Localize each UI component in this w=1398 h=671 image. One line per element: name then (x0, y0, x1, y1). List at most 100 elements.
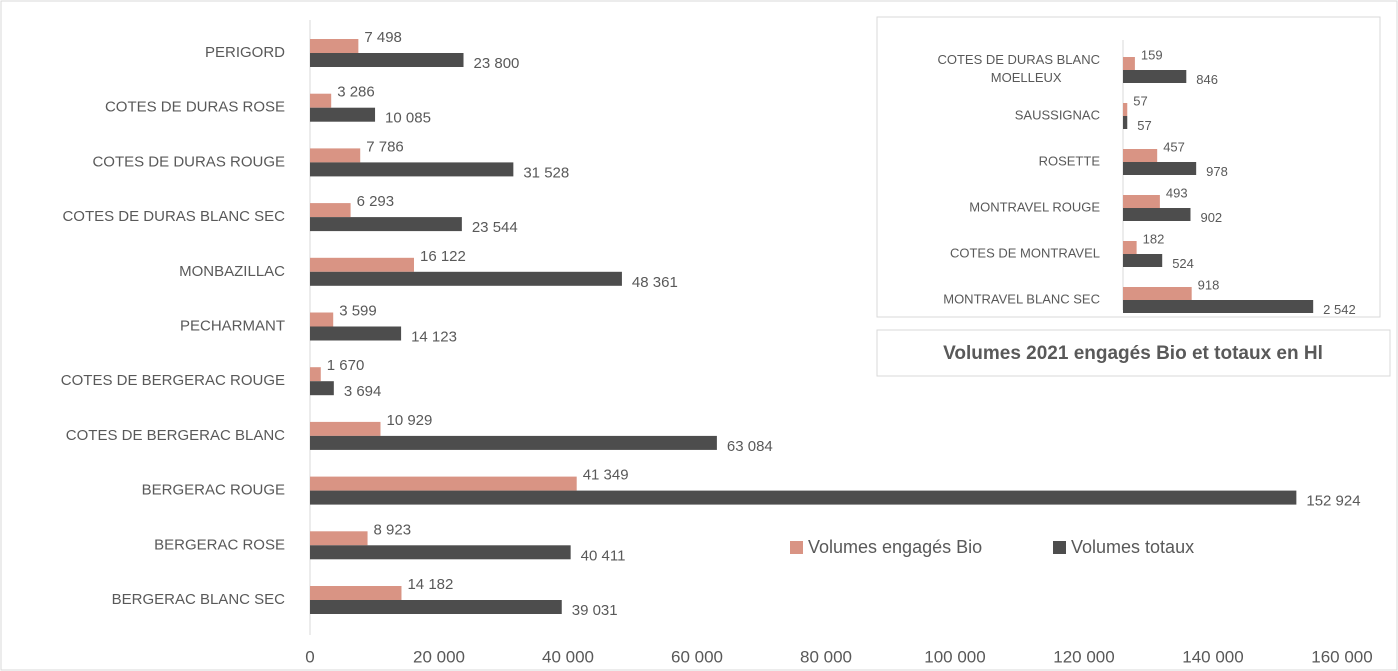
bar (1123, 287, 1192, 300)
data-label: 14 123 (411, 328, 457, 345)
category-label: PECHARMANT (180, 317, 285, 334)
bar (310, 162, 514, 177)
title-box (876, 329, 1391, 377)
x-tick-label: 120 000 (1053, 647, 1114, 666)
category-label: PERIGORD (205, 44, 285, 61)
data-label: 902 (1200, 210, 1222, 225)
legend-swatch (1053, 541, 1066, 554)
data-label: 7 786 (366, 138, 404, 155)
bar (310, 39, 359, 53)
data-label: 41 349 (583, 467, 629, 484)
legend-swatch (790, 541, 803, 554)
bar (1123, 300, 1314, 313)
bar (310, 476, 577, 491)
data-label: 16 122 (420, 248, 466, 265)
category-label: SAUSSIGNAC (1015, 107, 1100, 122)
data-label: 182 (1143, 231, 1165, 246)
bar (310, 545, 571, 560)
data-label: 159 (1141, 47, 1163, 62)
data-label: 3 694 (344, 383, 382, 400)
data-label: 23 544 (472, 219, 518, 236)
data-label: 14 182 (407, 576, 453, 593)
bar (310, 148, 361, 163)
x-tick-label: 20 000 (413, 647, 465, 666)
x-tick-label: 80 000 (800, 647, 852, 666)
category-label: BERGERAC ROUGE (142, 482, 285, 499)
category-label: MONTRAVEL BLANC SEC (943, 291, 1100, 306)
bar (310, 93, 332, 108)
x-tick-label: 140 000 (1182, 647, 1243, 666)
legend-label: Volumes totaux (1071, 537, 1194, 557)
category-label: COTES DE BERGERAC ROUGE (61, 372, 285, 389)
bar (1123, 241, 1137, 254)
bar (1123, 70, 1187, 83)
category-label: MONBAZILLAC (179, 263, 285, 280)
data-label: 40 411 (581, 547, 626, 564)
bar (310, 326, 402, 341)
x-tick-label: 0 (305, 647, 314, 666)
category-label: COTES DE DURAS ROSE (105, 99, 285, 116)
x-tick-label: 40 000 (542, 647, 594, 666)
data-label: 3 599 (339, 302, 377, 319)
bar (310, 435, 717, 450)
bar (310, 600, 562, 614)
bar (1123, 149, 1158, 162)
bar (1123, 103, 1128, 116)
data-label: 457 (1163, 139, 1185, 154)
data-label: 10 085 (385, 110, 431, 127)
data-label: 8 923 (374, 521, 412, 538)
bar (310, 312, 334, 327)
data-label: 57 (1137, 118, 1151, 133)
category-label: COTES DE MONTRAVEL (950, 245, 1100, 260)
x-tick-label: 60 000 (671, 647, 723, 666)
bar (310, 367, 321, 382)
category-label: MONTRAVEL ROUGE (969, 199, 1100, 214)
data-label: 39 031 (572, 602, 618, 619)
category-label: BERGERAC ROSE (154, 536, 285, 553)
chart-title: Volumes 2021 engagés Bio et totaux en Hl (943, 343, 1323, 364)
x-tick-label: 100 000 (924, 647, 985, 666)
category-label: COTES DE DURAS BLANC MOELLEUX (937, 52, 1100, 85)
category-label: COTES DE DURAS BLANC SEC (62, 208, 285, 225)
bar (310, 257, 414, 272)
data-label: 524 (1172, 256, 1194, 271)
data-label: 978 (1206, 164, 1228, 179)
bar (1123, 162, 1197, 175)
bar (1123, 57, 1135, 70)
bar (1123, 116, 1128, 129)
category-label: COTES DE BERGERAC BLANC (66, 427, 285, 444)
data-label: 7 498 (364, 29, 402, 46)
data-label: 1 670 (327, 357, 365, 374)
data-label: 3 286 (337, 84, 375, 101)
data-label: 31 528 (523, 164, 569, 181)
data-label: 493 (1166, 185, 1188, 200)
bar (1123, 208, 1191, 221)
bar (310, 586, 402, 600)
bar (310, 203, 351, 218)
bar (310, 271, 622, 286)
bar (310, 531, 368, 546)
data-label: 63 084 (727, 438, 773, 455)
bar (310, 217, 462, 232)
data-label: 918 (1198, 277, 1220, 292)
legend-label: Volumes engagés Bio (808, 537, 982, 557)
data-label: 10 929 (386, 412, 432, 429)
bar (310, 381, 334, 396)
bar (310, 421, 381, 436)
data-label: 152 924 (1306, 493, 1360, 510)
data-label: 6 293 (357, 193, 395, 210)
bar (310, 53, 464, 67)
bar (310, 107, 376, 122)
data-label: 23 800 (474, 55, 520, 72)
data-label: 2 542 (1323, 302, 1356, 317)
bar (1123, 195, 1160, 208)
bar (1123, 254, 1163, 267)
category-label: COTES DE DURAS ROUGE (92, 153, 285, 170)
data-label: 57 (1133, 93, 1147, 108)
data-label: 846 (1196, 72, 1218, 87)
bar (310, 490, 1297, 505)
category-label: ROSETTE (1039, 153, 1101, 168)
data-label: 48 361 (632, 274, 678, 291)
x-tick-label: 160 000 (1311, 647, 1372, 666)
